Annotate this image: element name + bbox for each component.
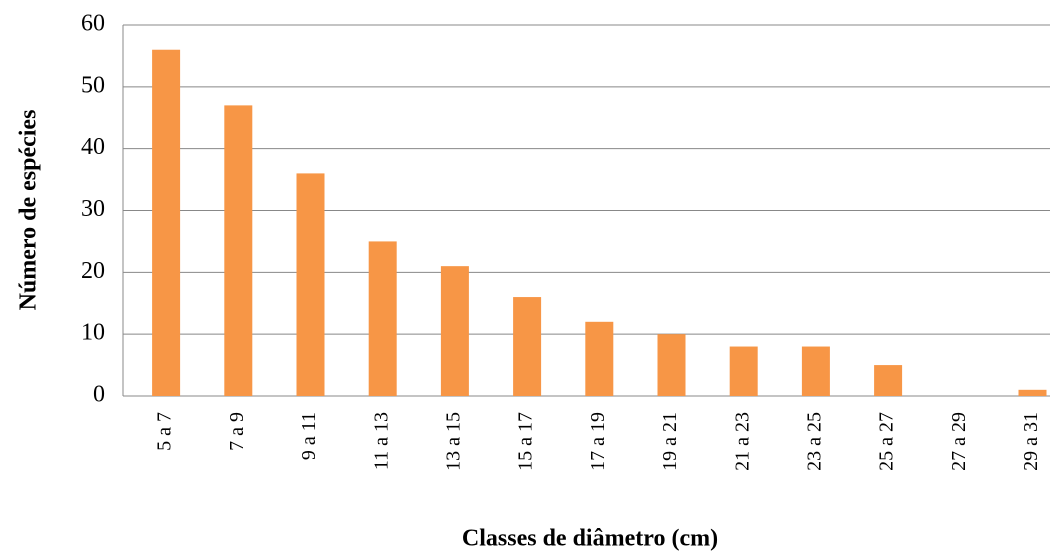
y-tick-label: 60: [81, 11, 105, 37]
y-tick-label: 0: [93, 382, 105, 408]
bar: [152, 49, 181, 396]
x-tick-label: 23 a 25: [803, 412, 825, 471]
y-tick-label: 20: [81, 258, 105, 284]
bar: [801, 346, 830, 396]
bar: [729, 346, 758, 396]
x-tick-label: 5 a 7: [154, 412, 176, 451]
x-tick-label: 13 a 15: [442, 412, 464, 471]
y-tick-label: 30: [81, 196, 105, 222]
x-tick-label: 17 a 19: [587, 412, 609, 471]
bar: [368, 241, 397, 396]
x-tick-label: 25 a 27: [876, 412, 898, 471]
x-tick-label: 29 a 31: [1020, 412, 1042, 471]
bar: [296, 173, 325, 396]
x-tick-label: 11 a 13: [370, 412, 392, 470]
bar: [440, 266, 469, 396]
bar: [513, 297, 542, 396]
y-tick-label: 50: [81, 72, 105, 98]
x-tick-label: 21 a 23: [731, 412, 753, 471]
bar: [657, 334, 686, 396]
x-tick-label: 9 a 11: [298, 412, 320, 460]
bar: [1018, 389, 1047, 396]
x-tick-label: 19 a 21: [659, 412, 681, 471]
x-tick-label: 7 a 9: [226, 412, 248, 451]
x-tick-label: 15 a 17: [515, 412, 537, 471]
bar: [224, 105, 253, 396]
bar: [585, 321, 614, 396]
x-axis-label: Classes de diâmetro (cm): [462, 526, 718, 552]
bar: [874, 365, 903, 396]
y-axis-label: Número de espécies: [16, 110, 42, 311]
y-tick-label: 40: [81, 134, 105, 160]
x-tick-label: 27 a 29: [948, 412, 970, 471]
y-tick-label: 10: [81, 320, 105, 346]
